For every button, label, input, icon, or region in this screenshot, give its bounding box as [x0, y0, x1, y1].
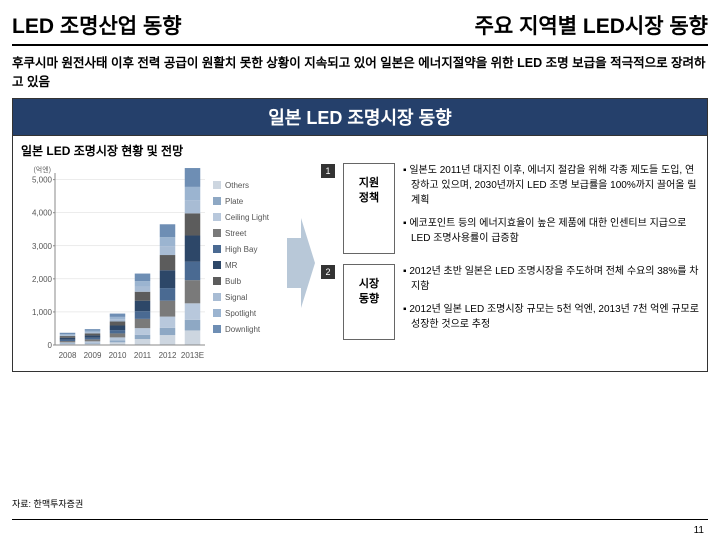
info-row: 2 시장동향 ▪ 2012년 초반 일본은 LED 조명시장을 주도하며 전체 수요… [321, 264, 699, 340]
svg-text:2011: 2011 [134, 351, 152, 360]
bullet-item: ▪ 에코포인트 등의 에너지효율이 높은 제품에 대한 인센티브 지급으로 LE… [403, 216, 699, 246]
svg-text:4,000: 4,000 [32, 208, 53, 217]
header-left: LED 조명산업 동향 [12, 10, 182, 40]
svg-text:(억엔): (억엔) [33, 165, 51, 174]
svg-text:Plate: Plate [225, 197, 244, 206]
info-label-box: 지원정책 [343, 163, 395, 254]
number-badge: 2 [321, 265, 335, 279]
section-title: 일본 LED 조명시장 동향 [12, 98, 708, 136]
svg-text:Bulb: Bulb [225, 277, 242, 286]
svg-text:2008: 2008 [59, 351, 77, 360]
svg-text:High Bay: High Bay [225, 245, 257, 254]
main-panel: 일본 LED 조명시장 현황 및 전망 (억엔) 0 1,000 2,000 3,000… [12, 136, 708, 372]
svg-text:Downlight: Downlight [225, 325, 261, 334]
info-row: 1 지원정책▪ 일본도 2011년 대지진 이후, 에너지 절감을 위해 각종 제… [321, 163, 699, 254]
bullet-list: ▪ 2012년 초반 일본은 LED 조명시장을 주도하며 전체 수요의 38%… [403, 264, 699, 340]
svg-text:Street: Street [225, 229, 247, 238]
header-right: 주요 지역별 LED시장 동향 [475, 10, 708, 40]
info-label-box: 시장동향 [343, 264, 395, 340]
footer-divider [12, 519, 708, 520]
bullet-item: ▪ 2012년 초반 일본은 LED 조명시장을 주도하며 전체 수요의 38%… [403, 264, 699, 294]
panel-subtitle: 일본 LED 조명시장 현황 및 전망 [21, 142, 699, 159]
bullet-list: ▪ 일본도 2011년 대지진 이후, 에너지 절감을 위해 각종 제도들 도입… [403, 163, 699, 254]
svg-text:2012: 2012 [159, 351, 177, 360]
svg-text:Others: Others [225, 181, 249, 190]
svg-text:Spotlight: Spotlight [225, 309, 257, 318]
svg-text:3,000: 3,000 [32, 241, 53, 250]
svg-text:5,000: 5,000 [32, 175, 53, 184]
arrow-icon [287, 163, 315, 363]
stacked-bar-chart: (억엔) 0 1,000 2,000 3,000 4,000 5,000 2008 2009 20… [21, 163, 281, 363]
bullet-item: ▪ 일본도 2011년 대지진 이후, 에너지 절감을 위해 각종 제도들 도입… [403, 163, 699, 208]
svg-text:Ceiling Light: Ceiling Light [225, 213, 270, 222]
svg-text:MR: MR [225, 261, 238, 270]
svg-text:2013E: 2013E [181, 351, 204, 360]
page-number: 11 [694, 525, 704, 536]
number-badge: 1 [321, 164, 335, 178]
bullet-item: ▪ 2012년 일본 LED 조명시장 규모는 5천 억엔, 2013년 7천 … [403, 302, 699, 332]
svg-text:2010: 2010 [109, 351, 127, 360]
svg-text:2009: 2009 [84, 351, 102, 360]
svg-text:1,000: 1,000 [32, 307, 53, 316]
svg-text:2,000: 2,000 [32, 274, 53, 283]
source-text: 자료: 한맥투자증권 [12, 497, 83, 510]
svg-text:0: 0 [48, 341, 53, 350]
svg-text:Signal: Signal [225, 293, 247, 302]
intro-text: 후쿠시마 원전사태 이후 전력 공급이 원활치 못한 상황이 지속되고 있어 일… [12, 54, 708, 92]
